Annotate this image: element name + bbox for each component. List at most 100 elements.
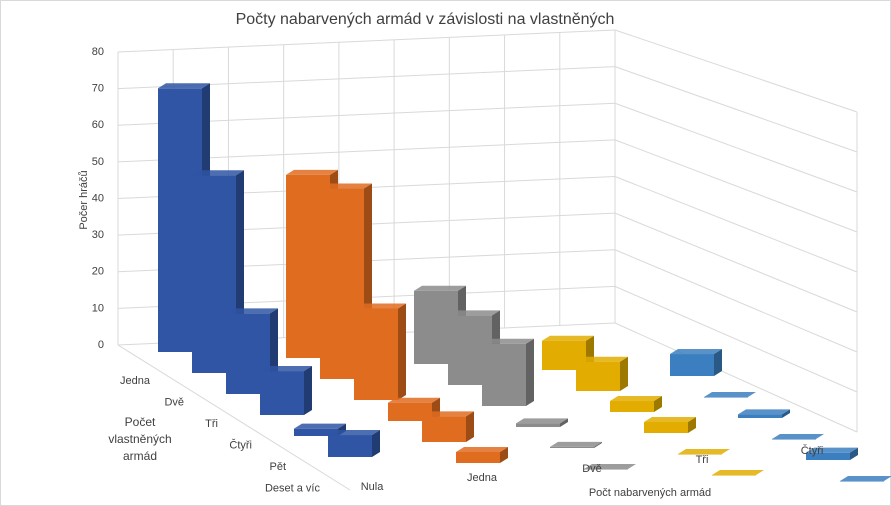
- depth-tick-label: Jedna: [120, 375, 151, 387]
- bar-front: [388, 402, 432, 421]
- bar-side: [782, 409, 790, 418]
- bar-front: [772, 439, 816, 440]
- depth-tick-label: Dvě: [164, 396, 184, 408]
- bar: [354, 303, 406, 400]
- bar: [422, 411, 474, 442]
- grid-line: [614, 212, 858, 313]
- bar-top: [158, 83, 210, 89]
- bar-top: [260, 366, 312, 372]
- bar-top: [840, 476, 891, 481]
- x-axis-title: Počt nabarvených armád: [589, 487, 711, 499]
- bar: [482, 338, 534, 406]
- bar-front: [704, 397, 748, 398]
- bar-top: [422, 411, 474, 417]
- bar: [644, 417, 696, 433]
- y-tick-label: 0: [98, 339, 104, 351]
- bar-top: [712, 470, 764, 475]
- grid-line: [614, 29, 858, 113]
- bar: [738, 409, 790, 418]
- depth-axis-title: Počet vlastněných armád: [108, 415, 172, 463]
- depth-tick-label: Deset a víc: [265, 482, 321, 494]
- bar-front: [294, 428, 338, 436]
- bar-side: [560, 418, 568, 427]
- x-tick-label: Nula: [361, 481, 385, 493]
- y-tick-label: 60: [92, 119, 104, 131]
- bar-top: [738, 409, 790, 415]
- bar-top: [192, 170, 244, 176]
- y-tick-label: 80: [92, 46, 104, 58]
- bar-front: [576, 361, 620, 391]
- grid-line: [614, 66, 858, 153]
- bar: [584, 464, 636, 470]
- bar-side: [594, 441, 602, 448]
- bar-front: [712, 475, 756, 476]
- bar: [806, 447, 858, 460]
- bar: [678, 449, 730, 455]
- bar: [772, 434, 824, 440]
- bar-side: [372, 430, 380, 457]
- bar-front: [806, 452, 850, 460]
- y-tick-label: 50: [92, 156, 104, 168]
- depth-tick-label: Čtyři: [229, 438, 252, 451]
- y-tick-label: 10: [92, 302, 104, 314]
- depth-tick-label: Pět: [269, 461, 286, 473]
- bar-top: [456, 447, 508, 453]
- grid-line: [614, 249, 858, 353]
- bar-top: [678, 449, 730, 454]
- bar: [576, 356, 628, 391]
- bar-side: [654, 396, 662, 412]
- bar-top: [226, 308, 278, 314]
- grid-line: [614, 285, 858, 393]
- bar: [516, 418, 568, 427]
- bar: [260, 366, 312, 415]
- bar-top: [328, 430, 380, 436]
- chart-title: Počty nabarvených armád v závislosti na …: [236, 11, 615, 28]
- bar-front: [260, 371, 304, 415]
- grid-line: [614, 102, 858, 193]
- bar: [704, 392, 756, 398]
- bar-front: [482, 343, 526, 406]
- bar-top: [576, 356, 628, 362]
- bar-top: [542, 335, 594, 341]
- grid-line: [614, 139, 858, 233]
- bar-side: [688, 417, 696, 433]
- bar-side: [714, 349, 722, 376]
- bar-side: [304, 366, 312, 415]
- bar-front: [670, 354, 714, 376]
- x-tick-label: Dvě: [582, 463, 602, 475]
- bar-top: [516, 418, 568, 424]
- depth-axis: [117, 344, 351, 491]
- depth-tick-label: Tři: [205, 418, 218, 430]
- bar-front: [584, 469, 628, 470]
- bar-top: [320, 183, 372, 189]
- bar-front: [550, 446, 594, 448]
- x-tick-label: Tři: [696, 454, 709, 466]
- y-axis-title: Počer hráčů: [78, 170, 90, 229]
- bar-front: [610, 401, 654, 412]
- bar-top: [448, 310, 500, 316]
- bar: [456, 447, 508, 463]
- bar: [712, 470, 764, 476]
- grid-line: [614, 322, 858, 433]
- bar-top: [388, 397, 440, 403]
- bar: [610, 396, 662, 412]
- bar-top: [482, 338, 534, 344]
- bar-front: [738, 414, 782, 418]
- bar-top: [584, 464, 636, 469]
- bar: [388, 397, 440, 421]
- bar-side: [850, 447, 858, 460]
- bar-side: [500, 447, 508, 463]
- bar: [328, 430, 380, 457]
- bar-front: [328, 435, 372, 457]
- x-tick-label: Čtyři: [801, 444, 824, 457]
- bar: [550, 441, 602, 448]
- bar: [840, 476, 891, 482]
- bar-front: [354, 308, 398, 400]
- bar-top: [806, 447, 858, 453]
- bar-front: [516, 423, 560, 427]
- bar-front: [678, 454, 722, 455]
- bar-front: [456, 452, 500, 463]
- grid-line: [614, 176, 858, 273]
